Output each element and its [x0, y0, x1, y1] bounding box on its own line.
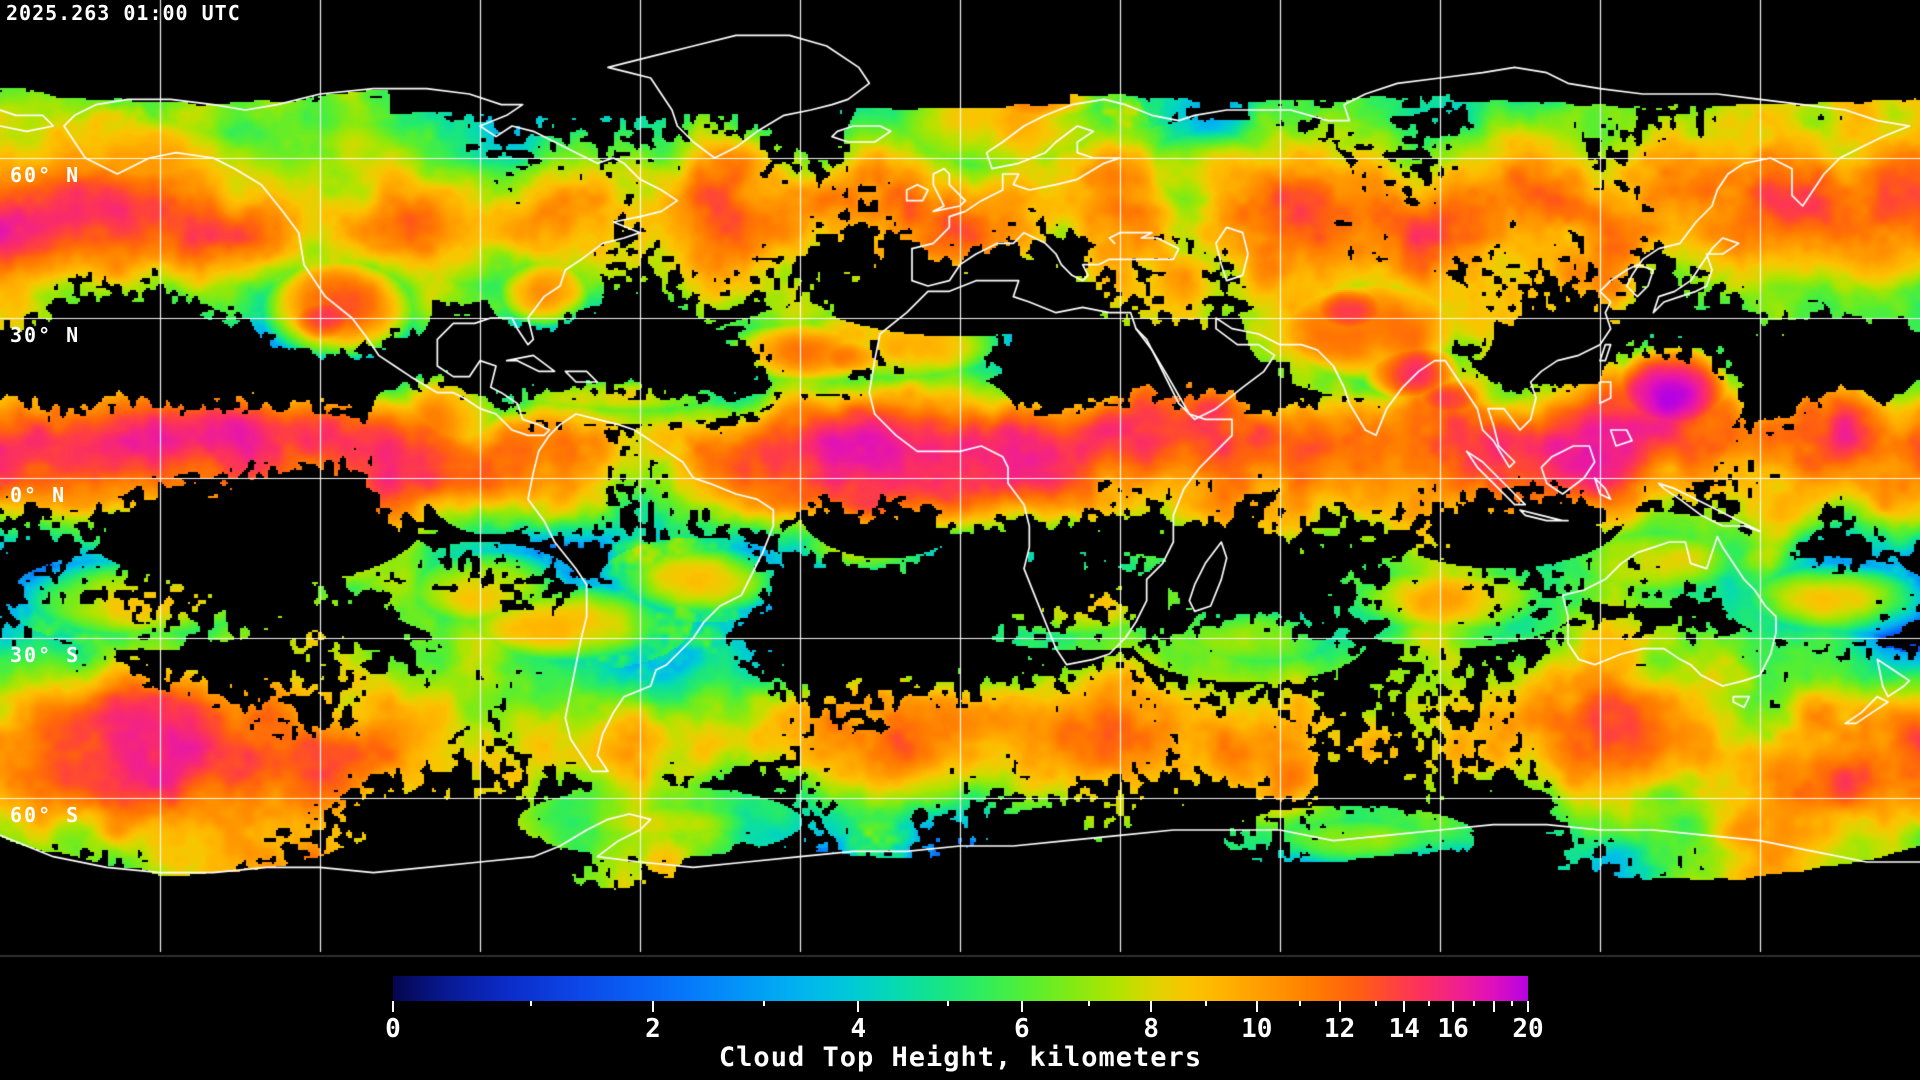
- colorbar-tick: [1452, 1001, 1455, 1012]
- colorbar-tick: [1428, 1001, 1431, 1006]
- colorbar-tick: [1511, 1001, 1514, 1006]
- latitude-label: 60° S: [10, 803, 81, 827]
- colorbar-tick-label: 4: [850, 1014, 867, 1044]
- latitude-label: 0° N: [10, 483, 67, 507]
- colorbar-tick-label: 8: [1143, 1014, 1159, 1044]
- colorbar-tick: [763, 1001, 766, 1006]
- colorbar-tick-label: 0: [385, 1014, 401, 1044]
- colorbar-tick: [1338, 1001, 1341, 1012]
- colorbar-tick: [1255, 1001, 1258, 1012]
- colorbar-tick-label: 2: [645, 1014, 661, 1044]
- colorbar-tick: [1472, 1001, 1475, 1006]
- colorbar-tick: [1150, 1001, 1153, 1012]
- colorbar-title: Cloud Top Height, kilometers: [718, 1042, 1203, 1073]
- colorbar-tick: [947, 1001, 949, 1006]
- colorbar-tick: [392, 1001, 394, 1012]
- colorbar-tick: [1020, 1001, 1023, 1012]
- latitude-label: 30° S: [10, 643, 81, 667]
- colorbar-tick: [1298, 1001, 1301, 1006]
- colorbar-tick-label: 16: [1437, 1014, 1469, 1044]
- colorbar-tick: [857, 1001, 860, 1012]
- colorbar-tick-label: 10: [1241, 1014, 1273, 1044]
- colorbar-tick: [1204, 1001, 1207, 1006]
- colorbar-tick: [1527, 1001, 1529, 1012]
- colorbar-tick: [1087, 1001, 1090, 1006]
- colorbar-tick-label: 6: [1013, 1014, 1030, 1044]
- colorbar-tick-label: 12: [1323, 1014, 1356, 1044]
- colorbar-tick-label: 20: [1512, 1014, 1544, 1044]
- latitude-label: 60° N: [10, 163, 81, 187]
- latitude-label: 30° N: [10, 323, 81, 347]
- colorbar-tick: [1403, 1001, 1406, 1012]
- colorbar-tick-label: 14: [1388, 1014, 1420, 1044]
- colorbar-tick: [1492, 1001, 1495, 1012]
- colorbar-tick: [1374, 1001, 1377, 1006]
- colorbar-legend: Cloud Top Height, kilometers 0 2 4 6 8 10 12 14…: [385, 976, 1544, 1080]
- colorbar-tick: [530, 1001, 533, 1006]
- colorbar-gradient: [393, 976, 1528, 1001]
- timestamp-label: 2025.263 01:00 UTC: [6, 1, 241, 25]
- colorbar-tick: [651, 1001, 654, 1012]
